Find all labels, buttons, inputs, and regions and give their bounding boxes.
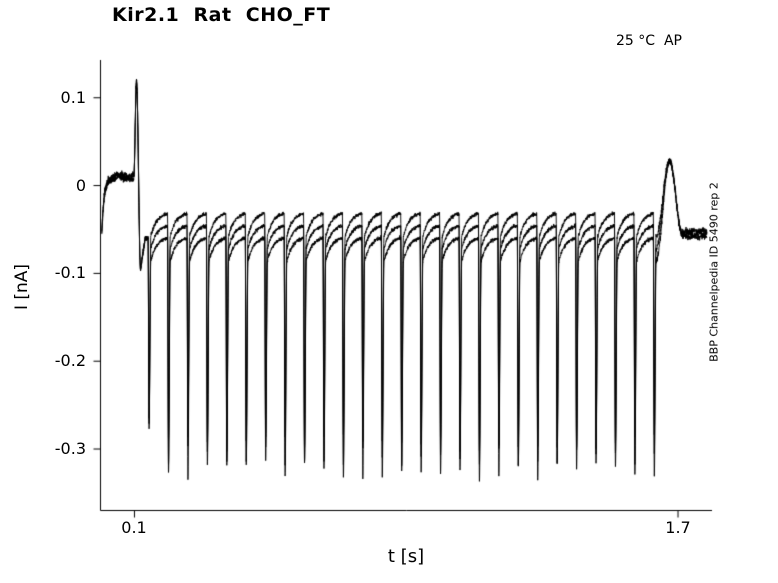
y-tick-label: 0 [75, 176, 86, 195]
chart-title: Kir2.1 Rat CHO_FT [112, 4, 331, 26]
temperature-protocol-annotation: 25 °C AP [616, 33, 682, 49]
x-tick-label: 1.7 [665, 518, 691, 537]
x-axis-label: t [s] [387, 546, 425, 567]
y-axis-label: I [nA] [12, 263, 32, 311]
x-tick-label: 0.1 [121, 518, 147, 537]
y-tick-label: -0.3 [54, 439, 86, 458]
y-tick-label: -0.1 [54, 263, 86, 282]
y-tick-label: -0.2 [54, 351, 86, 370]
channelpedia-id-annotation: BBP Channelpedia ID 5490 rep 2 [707, 182, 721, 362]
y-tick-label: 0.1 [60, 88, 86, 107]
